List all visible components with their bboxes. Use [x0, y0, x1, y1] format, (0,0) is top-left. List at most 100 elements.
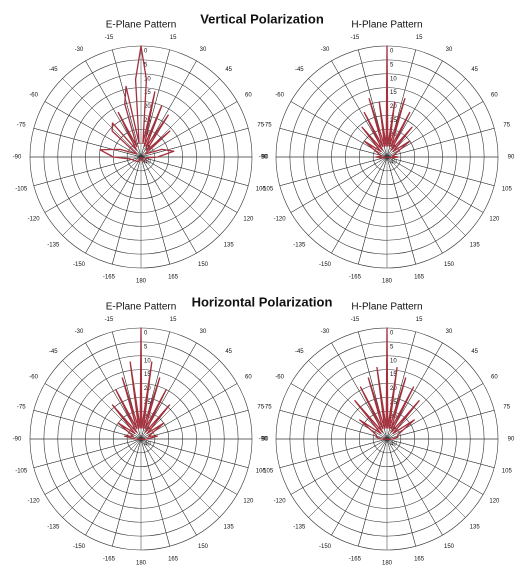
pattern-line — [99, 45, 175, 163]
section-heading: Vertical Polarization — [200, 11, 324, 26]
theta-tick-label: -45 — [295, 67, 304, 73]
theta-tick-label: -60 — [29, 93, 38, 99]
theta-tick-label: 135 — [470, 524, 481, 530]
theta-tick-label: 15 — [416, 35, 423, 41]
r-tick-label: 10 — [144, 76, 151, 82]
theta-tick-label: 15 — [170, 317, 177, 323]
r-tick-label: 35 — [390, 146, 397, 152]
theta-tick-label: 105 — [256, 469, 267, 475]
theta-tick-label: 15 — [170, 35, 177, 41]
theta-tick-label: 60 — [491, 93, 498, 99]
theta-tick-label: 165 — [414, 274, 425, 280]
theta-tick-label: -30 — [75, 47, 84, 53]
chart-title: E-Plane Pattern — [106, 20, 177, 31]
theta-tick-label: -165 — [349, 274, 362, 280]
theta-tick-label: 165 — [414, 556, 425, 562]
theta-tick-label: -45 — [49, 67, 58, 73]
theta-tick-label: 45 — [471, 349, 478, 355]
theta-tick-label: -90 — [259, 437, 268, 443]
theta-tick-label: 60 — [245, 375, 252, 381]
theta-tick-label: -30 — [321, 47, 330, 53]
theta-tick-label: 60 — [491, 375, 498, 381]
r-tick-label: 40 — [390, 442, 397, 448]
theta-tick-label: 150 — [444, 262, 455, 268]
theta-tick-label: -75 — [17, 122, 26, 128]
theta-tick-label: 165 — [168, 556, 179, 562]
r-tick-label: 10 — [144, 358, 151, 364]
r-tick-label: 25 — [144, 400, 151, 406]
theta-tick-label: 120 — [243, 217, 254, 223]
theta-tick-label: 120 — [243, 499, 254, 505]
theta-tick-label: 45 — [225, 67, 232, 73]
theta-tick-label: -90 — [13, 155, 22, 161]
theta-tick-label: -165 — [103, 556, 116, 562]
theta-tick-label: -120 — [28, 499, 41, 505]
r-tick-label: 0 — [144, 49, 148, 55]
r-tick-label: 25 — [390, 118, 397, 124]
theta-tick-label: -105 — [15, 187, 28, 193]
theta-tick-label: -30 — [75, 329, 84, 335]
theta-tick-label: -45 — [49, 349, 58, 355]
theta-tick-label: -105 — [261, 469, 274, 475]
theta-tick-label: -15 — [351, 317, 360, 323]
theta-tick-label: 30 — [446, 47, 453, 53]
theta-tick-label: 180 — [382, 561, 393, 567]
theta-tick-label: -15 — [351, 35, 360, 41]
theta-tick-label: 135 — [224, 524, 235, 530]
theta-tick-label: 135 — [470, 242, 481, 248]
theta-tick-label: -135 — [293, 524, 306, 530]
theta-tick-label: 60 — [245, 93, 252, 99]
theta-tick-label: 150 — [444, 544, 455, 550]
theta-tick-label: -150 — [73, 262, 86, 268]
r-tick-label: 15 — [144, 90, 151, 96]
theta-tick-label: -75 — [263, 122, 272, 128]
theta-tick-label: -105 — [15, 469, 28, 475]
chart-title: E-Plane Pattern — [106, 302, 177, 313]
r-tick-label: 0 — [390, 331, 394, 337]
r-tick-label: 35 — [390, 428, 397, 434]
theta-tick-label: -135 — [47, 242, 60, 248]
theta-tick-label: 90 — [508, 155, 515, 161]
theta-tick-label: -165 — [103, 274, 116, 280]
r-tick-label: 5 — [144, 344, 148, 350]
theta-tick-label: -150 — [319, 544, 332, 550]
r-tick-label: 5 — [144, 62, 148, 68]
theta-tick-label: -150 — [73, 544, 86, 550]
theta-tick-label: 180 — [136, 279, 147, 285]
r-tick-label: 0 — [144, 331, 148, 337]
theta-tick-label: 30 — [200, 329, 207, 335]
r-tick-label: 25 — [390, 400, 397, 406]
theta-tick-label: 15 — [416, 317, 423, 323]
theta-tick-label: -135 — [293, 242, 306, 248]
theta-tick-label: -15 — [105, 35, 114, 41]
theta-tick-label: 105 — [502, 187, 513, 193]
theta-tick-label: 75 — [257, 404, 264, 410]
chart-title: H-Plane Pattern — [351, 20, 422, 31]
r-tick-label: 15 — [390, 372, 397, 378]
theta-tick-label: 120 — [489, 499, 500, 505]
theta-tick-label: -165 — [349, 556, 362, 562]
r-tick-label: 30 — [144, 132, 151, 138]
section-heading: Horizontal Polarization — [192, 294, 333, 309]
theta-tick-label: -120 — [274, 499, 287, 505]
theta-tick-label: -60 — [29, 375, 38, 381]
pattern-line — [111, 327, 171, 441]
r-tick-label: 40 — [144, 160, 151, 166]
theta-tick-label: -120 — [28, 217, 41, 223]
theta-tick-label: -90 — [259, 155, 268, 161]
r-tick-label: 10 — [390, 358, 397, 364]
theta-tick-label: -75 — [17, 404, 26, 410]
theta-tick-label: 75 — [257, 122, 264, 128]
theta-tick-label: 150 — [198, 262, 209, 268]
r-tick-label: 15 — [144, 372, 151, 378]
theta-tick-label: -60 — [275, 375, 284, 381]
theta-tick-label: -60 — [275, 93, 284, 99]
theta-tick-label: 105 — [502, 469, 513, 475]
theta-tick-label: 150 — [198, 544, 209, 550]
theta-tick-label: -120 — [274, 217, 287, 223]
r-tick-label: 35 — [144, 428, 151, 434]
theta-tick-label: -105 — [261, 187, 274, 193]
r-tick-label: 40 — [144, 442, 151, 448]
theta-tick-label: 90 — [262, 155, 269, 161]
theta-tick-label: 30 — [200, 47, 207, 53]
